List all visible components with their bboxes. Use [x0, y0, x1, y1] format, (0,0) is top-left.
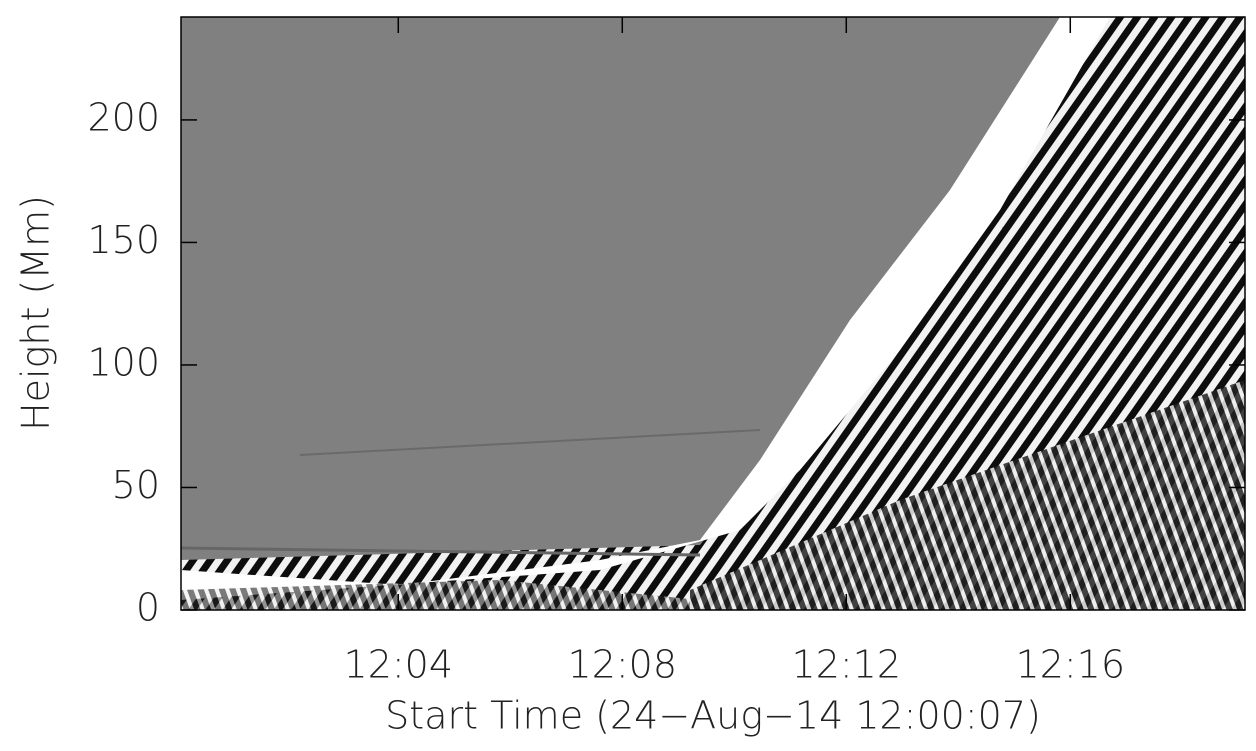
x-tick-label: 12:08: [568, 643, 678, 687]
chart: Start Time (24−Aug−14 12:00:07) Height (…: [0, 0, 1256, 747]
x-axis-title: Start Time (24−Aug−14 12:00:07): [385, 694, 1041, 738]
plot-image: [181, 17, 1245, 610]
x-tick-label: 12:16: [1016, 643, 1126, 687]
y-tick-label: 100: [87, 340, 160, 384]
y-tick-label: 200: [87, 95, 160, 139]
y-tick-label: 0: [136, 586, 160, 630]
y-tick-label: 50: [112, 463, 160, 507]
x-tick-label: 12:04: [344, 643, 454, 687]
x-tick-label: 12:12: [792, 643, 902, 687]
y-axis-title: Height (Mm): [14, 195, 58, 431]
y-tick-label: 150: [87, 218, 160, 262]
